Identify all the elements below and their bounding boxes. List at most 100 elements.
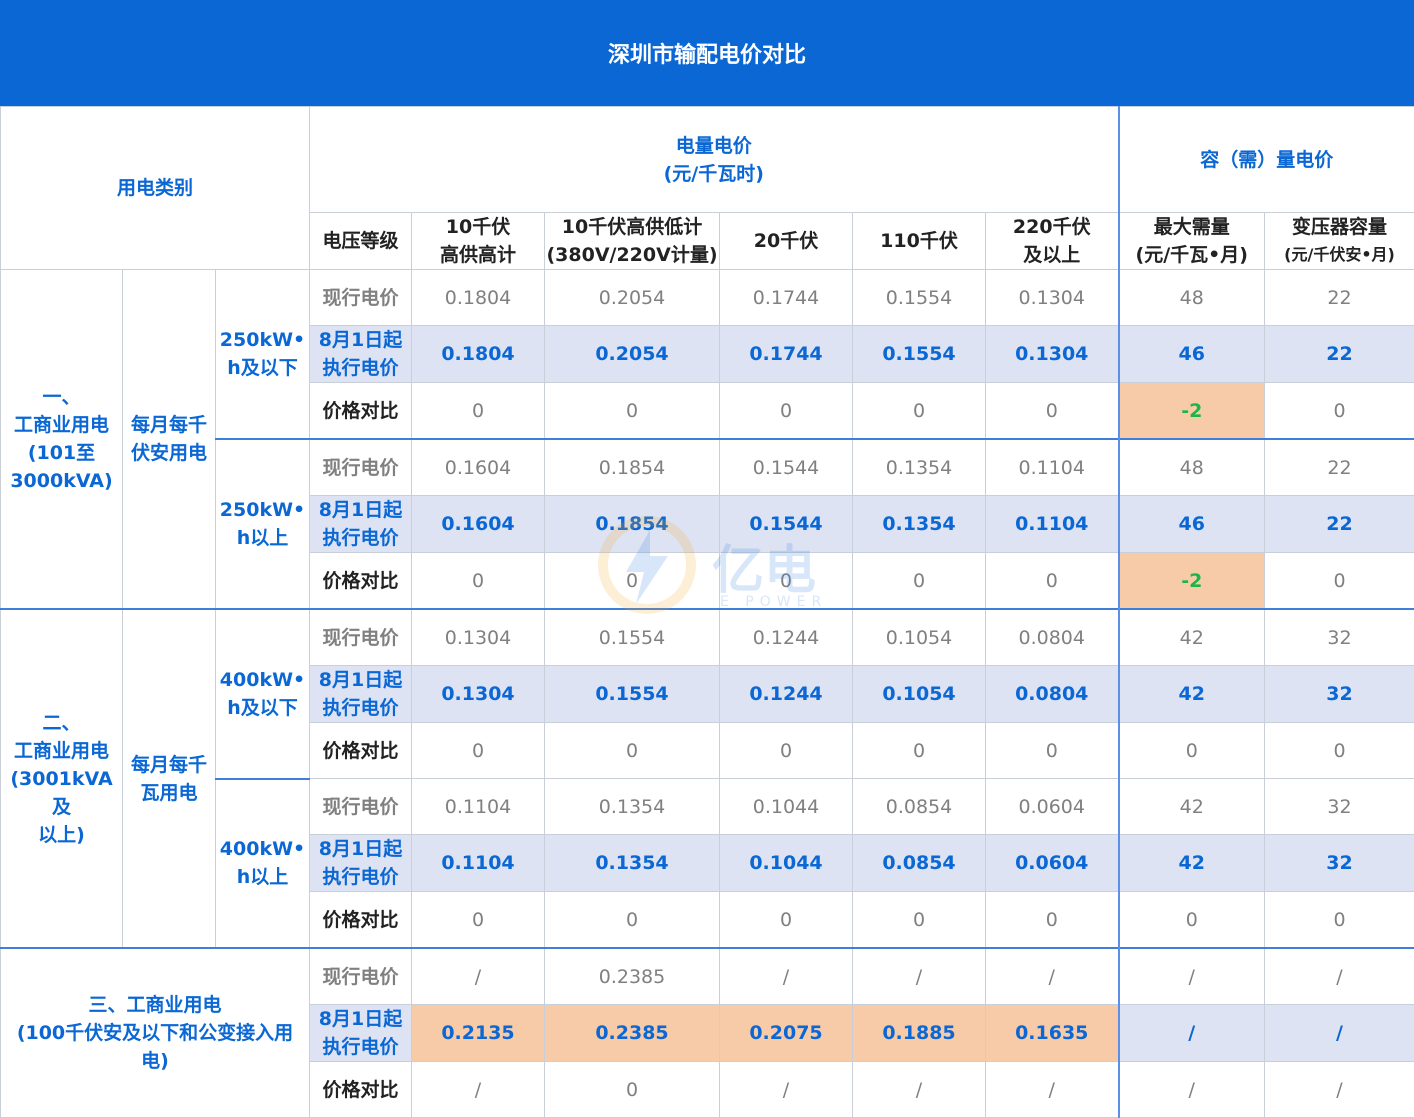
cell: / [1265,1062,1414,1118]
cell: / [1265,948,1414,1005]
cell: 0.1354 [545,779,720,835]
cell: 0 [720,892,853,949]
cell: 0.1044 [720,835,853,892]
row-label-compare: 价格对比 [310,383,412,440]
cell: 0.1104 [986,496,1119,553]
cell-highlight: 0.2075 [720,1005,853,1062]
group-2-tier-a: 400kW•h及以下 [216,609,310,779]
group-2-category: 二、工商业用电(3001kVA及以上) [1,609,123,948]
group-1-tier-a: 250kW•h及以下 [216,270,310,440]
cell-highlight: 0.1635 [986,1005,1119,1062]
header-col-110kv: 110千伏 [853,213,986,270]
cell: 0.1554 [853,270,986,326]
cell: 0.1354 [853,439,986,496]
cell: 0.1744 [720,326,853,383]
cell: / [412,948,545,1005]
cell: 0 [853,383,986,440]
cell: 0 [1265,383,1414,440]
header-col-10kv-low: 10千伏高供低计(380V/220V计量) [545,213,720,270]
cell: / [720,1062,853,1118]
row-label-new: 8月1日起执行电价 [310,835,412,892]
group-2-tier-b: 400kW•h以上 [216,779,310,949]
header-capacity-price: 容（需）量电价 [1119,107,1414,213]
cell: 22 [1265,270,1414,326]
cell: 42 [1119,835,1265,892]
cell: 0.1554 [545,609,720,666]
cell: 0.1804 [412,326,545,383]
cell: 0.0604 [986,835,1119,892]
header-col-max-demand: 最大需量(元/千瓦•月) [1119,213,1265,270]
cell: 0.1044 [720,779,853,835]
cell: 32 [1265,609,1414,666]
cell: 0.0804 [986,666,1119,723]
cell-highlight: 0.2135 [412,1005,545,1062]
cell: 0 [986,553,1119,610]
cell: 0.1244 [720,609,853,666]
cell: 22 [1265,326,1414,383]
cell: 0.0854 [853,835,986,892]
cell: 42 [1119,609,1265,666]
cell: / [1265,1005,1414,1062]
header-col-220kv: 220千伏及以上 [986,213,1119,270]
header-row-1: 用电类别 电量电价(元/千瓦时) 容（需）量电价 [1,107,1414,213]
cell: 0 [1119,723,1265,779]
cell: / [1119,1005,1265,1062]
cell: 0.1304 [986,326,1119,383]
header-col-20kv: 20千伏 [720,213,853,270]
cell: 0.2054 [545,326,720,383]
header-energy-price: 电量电价(元/千瓦时) [310,107,1119,213]
cell-highlight: -2 [1119,553,1265,610]
cell: 0 [1265,723,1414,779]
cell: 0 [545,383,720,440]
group-1-tier-b: 250kW•h以上 [216,439,310,609]
cell: 0.1304 [412,609,545,666]
page-title: 深圳市输配电价对比 [0,0,1414,106]
cell-highlight: 0.1885 [853,1005,986,1062]
cell: 42 [1119,779,1265,835]
cell: 0.1554 [545,666,720,723]
cell: / [1119,948,1265,1005]
cell: 0.0604 [986,779,1119,835]
cell: 0 [412,553,545,610]
cell: 0.1804 [412,270,545,326]
row-label-new: 8月1日起执行电价 [310,496,412,553]
cell: 32 [1265,779,1414,835]
cell: 0 [545,1062,720,1118]
row-label-current: 现行电价 [310,609,412,666]
cell: 0 [853,723,986,779]
header-col-transformer: 变压器容量(元/千伏安•月) [1265,213,1414,270]
cell: 42 [1119,666,1265,723]
cell: 0.1854 [545,439,720,496]
row-label-compare: 价格对比 [310,1062,412,1118]
header-voltage-level: 电压等级 [310,213,412,270]
cell: 0.1244 [720,666,853,723]
price-comparison-table: 用电类别 电量电价(元/千瓦时) 容（需）量电价 电压等级 10千伏高供高计 1… [0,106,1414,1118]
header-category: 用电类别 [1,107,310,270]
table-row: 二、工商业用电(3001kVA及以上) 每月每千瓦用电 400kW•h及以下 现… [1,609,1414,666]
cell: 48 [1119,270,1265,326]
cell-highlight: 0.2385 [545,1005,720,1062]
cell: 0.1054 [853,666,986,723]
cell: 0.1304 [986,270,1119,326]
row-label-current: 现行电价 [310,948,412,1005]
cell: 22 [1265,496,1414,553]
row-label-compare: 价格对比 [310,723,412,779]
cell: 32 [1265,835,1414,892]
cell: 0.1554 [853,326,986,383]
cell: 0 [412,383,545,440]
cell: / [720,948,853,1005]
cell: 0 [545,892,720,949]
cell: 0.2385 [545,948,720,1005]
cell: / [986,948,1119,1005]
cell: 0.1104 [986,439,1119,496]
cell: 0.1354 [853,496,986,553]
cell: / [853,1062,986,1118]
group-1-subcategory: 每月每千伏安用电 [123,270,216,610]
row-label-new: 8月1日起执行电价 [310,326,412,383]
cell: 46 [1119,326,1265,383]
cell: / [1119,1062,1265,1118]
row-label-current: 现行电价 [310,439,412,496]
cell: / [986,1062,1119,1118]
row-label-compare: 价格对比 [310,553,412,610]
cell: 22 [1265,439,1414,496]
